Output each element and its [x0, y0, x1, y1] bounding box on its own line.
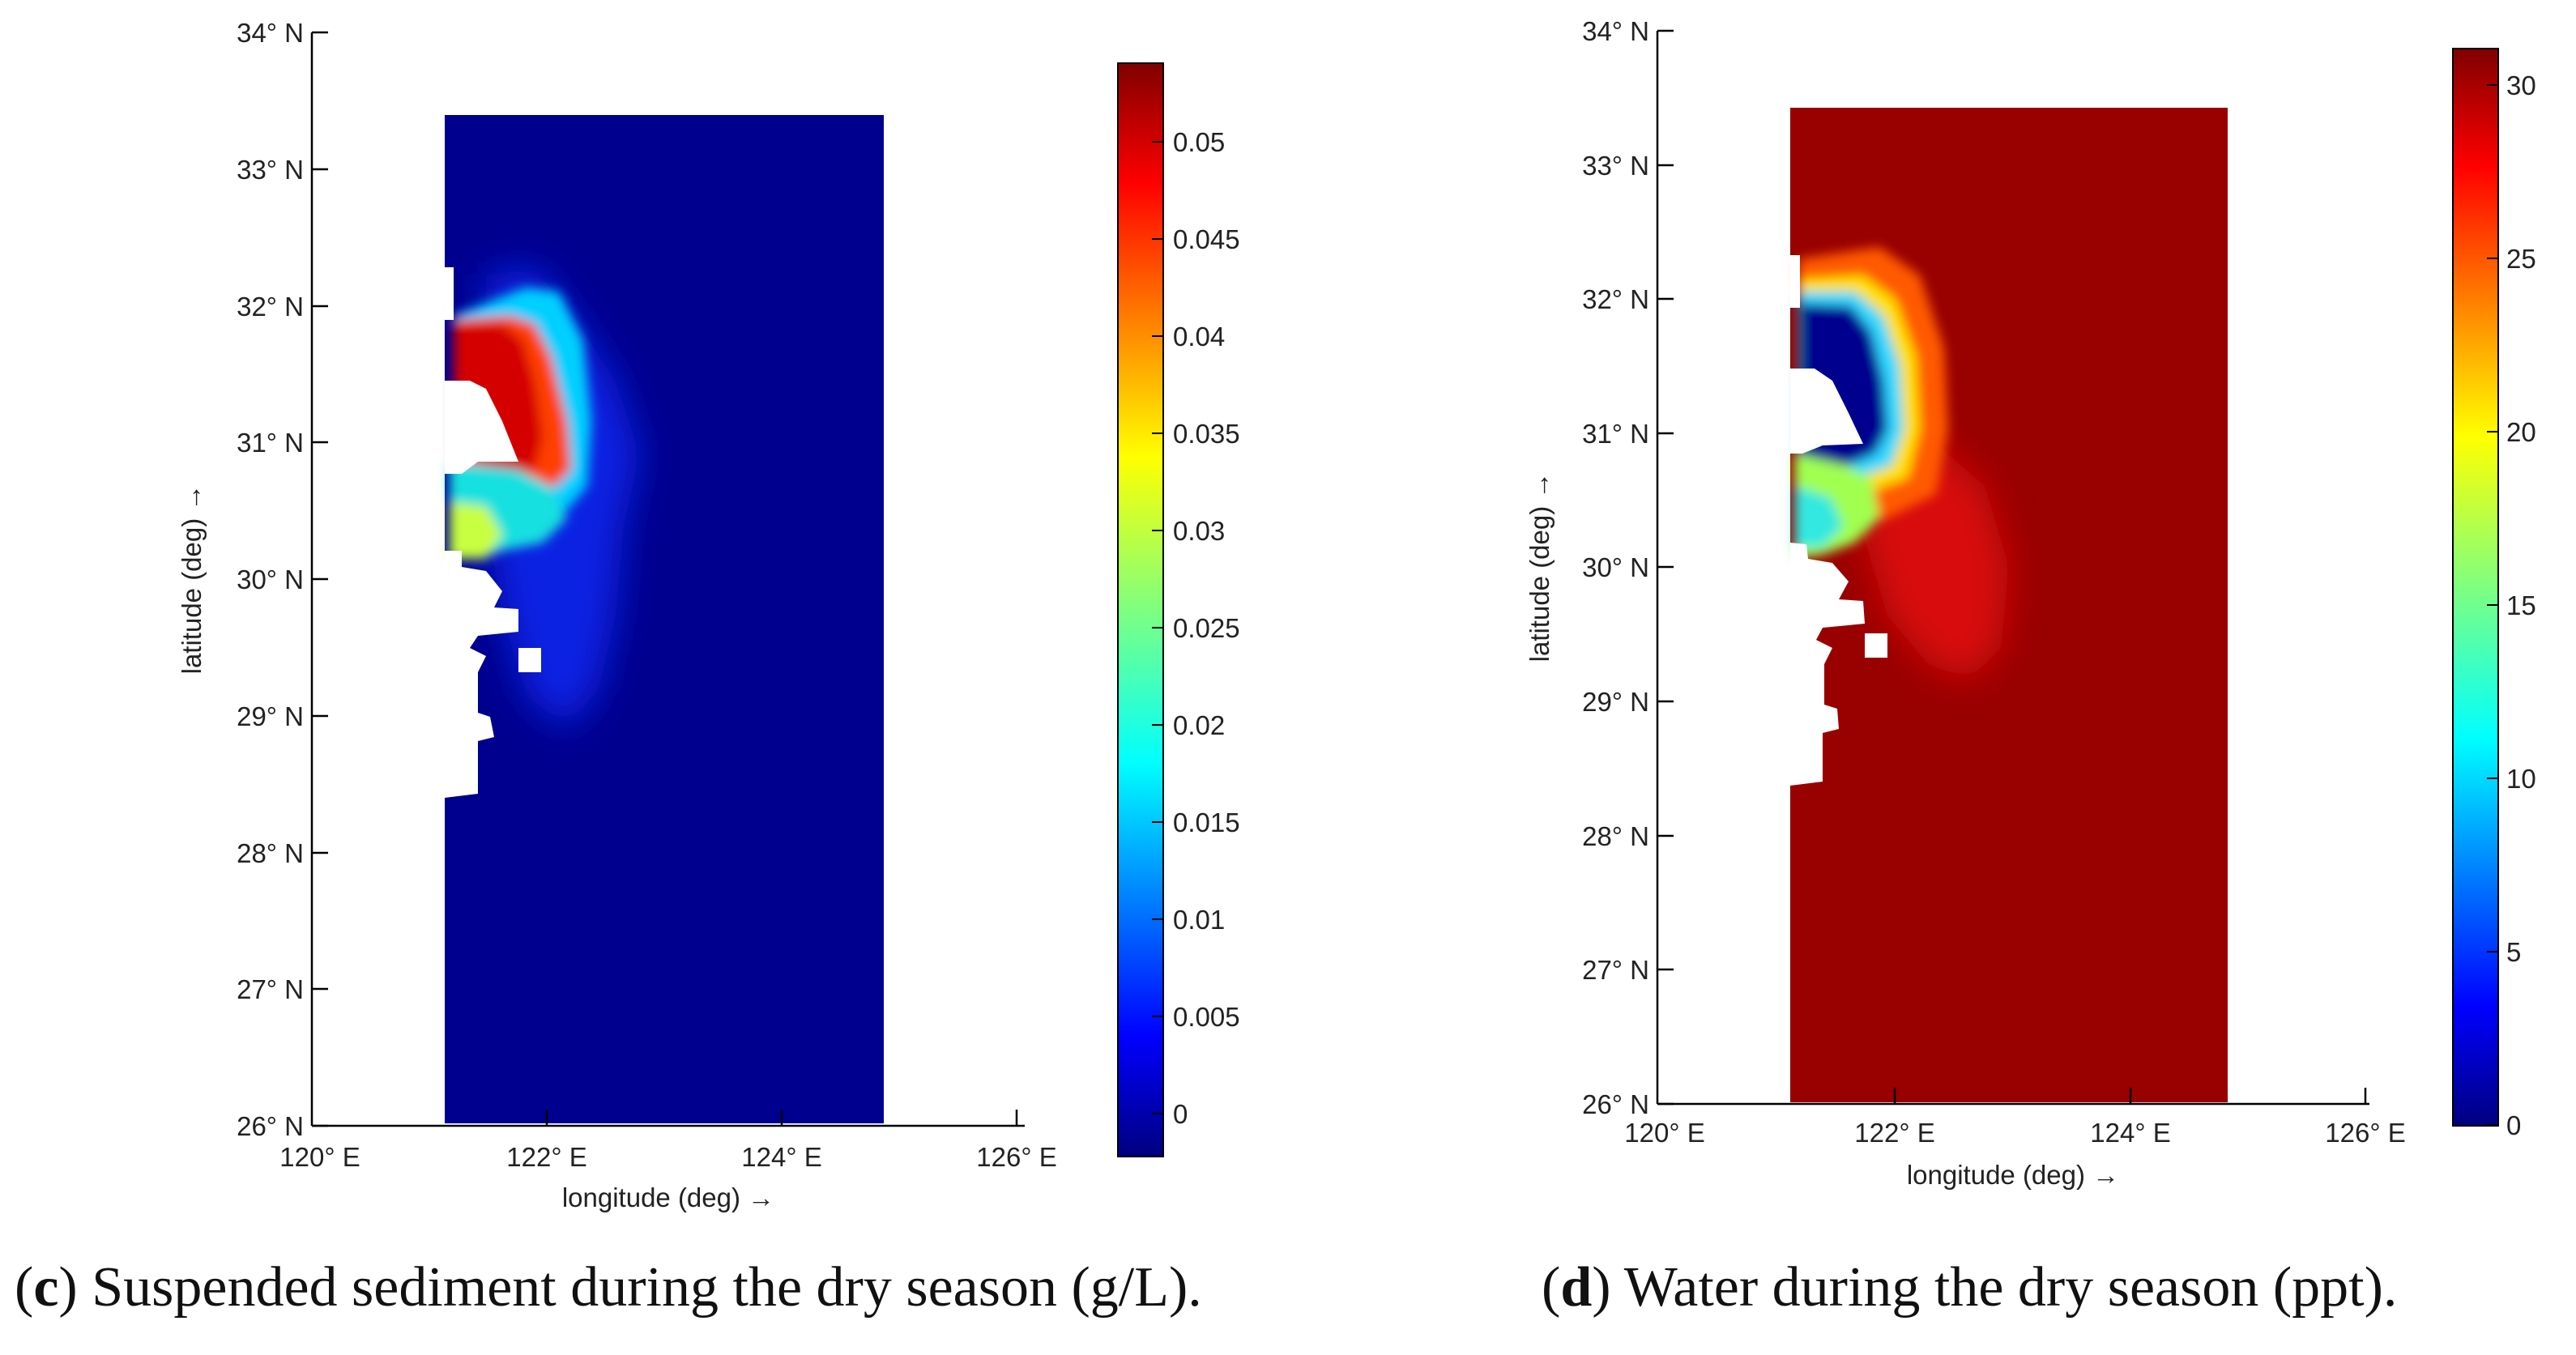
panel-c-ytick-label: 30° N [237, 565, 304, 594]
caption-c: (c) Suspended sediment during the dry se… [15, 1256, 1202, 1319]
caption-d-text: Water during the dry season (ppt). [1623, 1256, 2398, 1319]
panel-d-ylabel: latitude (deg) → [1525, 472, 1555, 663]
panel-d-ytick-label: 32° N [1582, 284, 1649, 314]
panel-c-ytick-label: 33° N [237, 155, 304, 185]
panel-c-heatmap [445, 115, 884, 1123]
panel-d-axes [1656, 29, 2369, 1106]
panel-c-ytick-label: 29° N [237, 701, 304, 731]
panel-c-cbar-label: 0.04 [1173, 322, 1225, 352]
panel-c-ytick-label: 28° N [237, 838, 304, 868]
panel-d-ytick-label: 33° N [1582, 151, 1649, 181]
panel-d-xtick-label: 120° E [1624, 1118, 1704, 1148]
panel-d-ytick-label: 34° N [1582, 16, 1649, 46]
panel-d-ytick-label: 31° N [1582, 419, 1649, 449]
panel-d-ytick-label: 26° N [1582, 1089, 1649, 1119]
panel-c-ylabel: latitude (deg) → [177, 484, 207, 675]
panel-c-cbar-label: 0.05 [1173, 127, 1225, 157]
panel-d-xtick-label: 122° E [1854, 1118, 1934, 1148]
panel-d-ytick-label: 27° N [1582, 955, 1649, 985]
panel-d-ytick-label: 30° N [1582, 552, 1649, 582]
panel-d-x-ticks: 120° E 122° E 124° E 126° E [1624, 1118, 2405, 1148]
panel-c-colorbar-labels: 0 0.005 0.01 0.015 0.02 0.025 0.03 0.035… [1173, 127, 1240, 1129]
panel-c-x-ticks: 120° E 122° E 124° E 126° E [279, 1142, 1056, 1172]
panel-c-colorbar [1117, 62, 1164, 1157]
panel-d-xtick-label: 124° E [2090, 1118, 2170, 1148]
panel-d-land [1790, 108, 1865, 786]
panel-d: 26° N 27° N 28° N 29° N 30° N 31° N 32° … [1525, 16, 2536, 1190]
panel-c-colorbar-ticks [1152, 141, 1163, 1114]
panel-c-cbar-label: 0.01 [1173, 905, 1225, 935]
panel-c-ytick-label: 32° N [237, 292, 304, 322]
caption-c-letter: c [33, 1256, 59, 1319]
panel-d-cbar-label: 0 [2506, 1110, 2521, 1140]
panel-d-island [1865, 633, 1887, 658]
panel-d-xlabel: longitude (deg) → [1907, 1160, 2119, 1190]
panel-d-colorbar-ticks [2487, 84, 2498, 1126]
panel-c-cbar-label: 0 [1173, 1099, 1188, 1129]
panel-c-ytick-label: 34° N [237, 18, 304, 48]
panel-c-xtick-label: 124° E [741, 1142, 821, 1172]
panel-c-xtick-label: 126° E [976, 1142, 1056, 1172]
panel-d-cbar-label: 20 [2506, 417, 2536, 447]
panel-d-colorbar [2452, 48, 2499, 1127]
panel-c-cbar-label: 0.025 [1173, 613, 1240, 643]
panel-c-xtick-label: 120° E [279, 1142, 360, 1172]
panel-c-island [518, 648, 541, 672]
panel-c-land [445, 115, 518, 798]
panel-c-axes [310, 31, 1025, 1127]
panel-d-colorbar-labels: 0 5 10 15 20 25 30 [2506, 70, 2536, 1140]
panel-c-plume [450, 288, 591, 559]
panel-d-xtick-label: 126° E [2325, 1118, 2405, 1148]
panel-c: 26° N 27° N 28° N 29° N 30° N 31° N 32° … [177, 18, 1240, 1212]
panel-d-ytick-label: 28° N [1582, 821, 1649, 851]
panel-d-cbar-label: 10 [2506, 764, 2536, 794]
panel-d-cbar-label: 30 [2506, 70, 2536, 100]
panel-c-cbar-label: 0.045 [1173, 224, 1240, 254]
panel-d-y-ticks: 26° N 27° N 28° N 29° N 30° N 31° N 32° … [1582, 16, 1649, 1119]
panel-d-cbar-label: 25 [2506, 244, 2536, 274]
panel-d-ytick-label: 29° N [1582, 687, 1649, 717]
panel-c-cbar-label: 0.03 [1173, 516, 1225, 546]
panel-c-ytick-label: 27° N [237, 974, 304, 1004]
caption-d-letter: d [1560, 1256, 1593, 1319]
panel-c-cbar-label: 0.035 [1173, 419, 1240, 449]
panel-c-ytick-label: 26° N [237, 1111, 304, 1141]
panel-c-cbar-label: 0.015 [1173, 807, 1240, 837]
panel-c-xlabel: longitude (deg) → [562, 1182, 774, 1212]
panel-c-cbar-label: 0.02 [1173, 710, 1225, 740]
caption-c-text: Suspended sediment during the dry season… [92, 1256, 1202, 1319]
panel-c-cbar-label: 0.005 [1173, 1002, 1240, 1032]
panel-d-cbar-label: 5 [2506, 937, 2521, 967]
panel-d-cbar-label: 15 [2506, 590, 2536, 620]
panel-c-ytick-label: 31° N [237, 428, 304, 458]
panel-c-xtick-label: 122° E [506, 1142, 586, 1172]
caption-d: (d) Water during the dry season (ppt). [1542, 1256, 2398, 1319]
panel-d-heatmap [1790, 108, 2228, 1102]
panel-c-y-ticks: 26° N 27° N 28° N 29° N 30° N 31° N 32° … [237, 18, 304, 1141]
